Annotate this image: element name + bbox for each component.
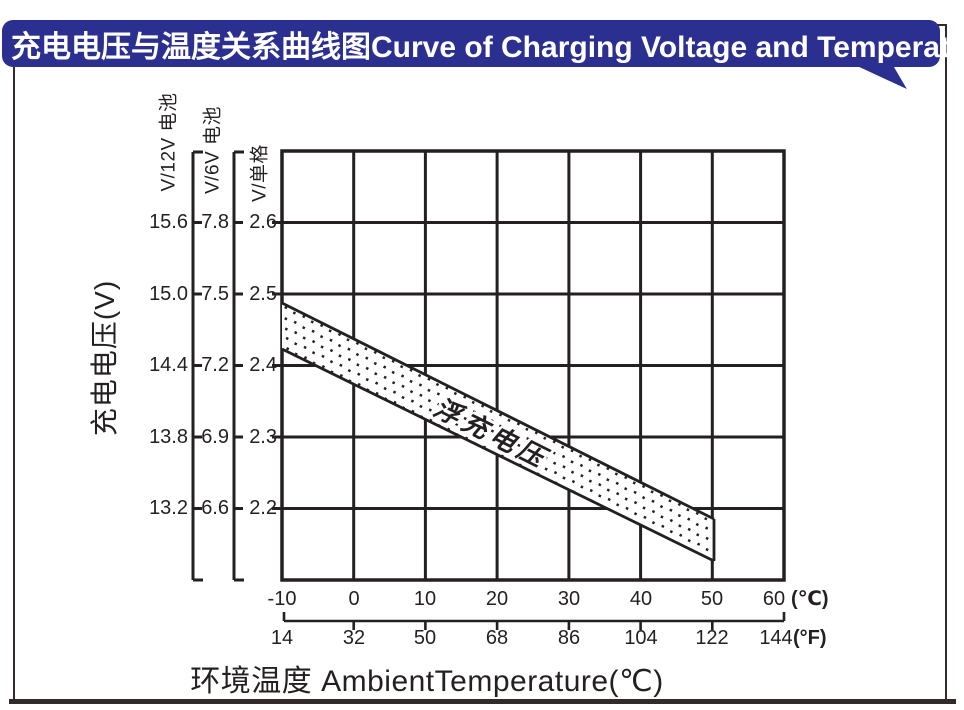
y-tick-6v: 7.2	[201, 354, 229, 376]
x-tick-f: 32	[342, 627, 366, 649]
y-tick-cell: 2.3	[249, 426, 277, 448]
y-scale-title-cell: V/单格	[249, 144, 271, 202]
y-scale-title-12v: V/12V 电池	[158, 92, 180, 192]
x-tick-f: 144	[759, 627, 793, 649]
y-tick-6v: 6.6	[201, 497, 229, 519]
x-tick-f: 50	[413, 627, 437, 649]
y-bracket-12v	[191, 150, 203, 582]
x-tick-c: 0	[348, 588, 360, 610]
y-tick-6v: 6.9	[201, 426, 229, 448]
y-ticks-per-cell	[272, 221, 282, 510]
x-tick-f: 68	[485, 627, 509, 649]
x-tick-f: 104	[624, 627, 658, 649]
y-tick-6v: 7.8	[201, 211, 229, 233]
x-tick-c: 30	[557, 588, 581, 610]
x-tick-f: 122	[695, 627, 729, 649]
y-scale-title-6v: V/6V 电池	[202, 106, 224, 194]
y-tick-12v: 13.2	[149, 497, 188, 519]
y-tick-12v: 15.0	[149, 283, 188, 305]
x-unit-fahrenheit: (°F)	[793, 627, 827, 649]
y-tick-12v: 15.6	[149, 211, 188, 233]
title-banner: 充电电压与温度关系曲线图Curve of Charging Voltage an…	[2, 20, 964, 67]
y-tick-cell: 2.2	[249, 497, 277, 519]
x-unit-celsius: (℃)	[791, 588, 829, 610]
x-axis-title: 环境温度 AmbientTemperature(℃)	[190, 665, 664, 698]
y-bracket-6v	[232, 150, 244, 582]
x-tick-f: 86	[557, 627, 581, 649]
x-tick-c: -10	[267, 588, 297, 610]
y-tick-cell: 2.6	[249, 211, 277, 233]
x-tick-c: 60	[762, 588, 786, 610]
bottom-rule	[9, 699, 956, 704]
float-charge-band	[281, 301, 716, 563]
x-tick-c: 10	[413, 588, 437, 610]
fahrenheit-scale	[282, 612, 786, 630]
y-tick-cell: 2.4	[249, 354, 277, 376]
y-axis-title: 充电电压(V)	[89, 279, 120, 437]
x-tick-c: 20	[485, 588, 509, 610]
page-title: 充电电压与温度关系曲线图Curve of Charging Voltage an…	[11, 30, 964, 64]
y-tick-12v: 13.8	[149, 426, 188, 448]
y-tick-6v: 7.5	[201, 283, 229, 305]
x-tick-f: 14	[270, 627, 294, 649]
y-tick-12v: 14.4	[149, 354, 188, 376]
x-tick-c: 40	[629, 588, 653, 610]
x-tick-c: 50	[700, 588, 724, 610]
y-tick-cell: 2.5	[249, 283, 277, 305]
